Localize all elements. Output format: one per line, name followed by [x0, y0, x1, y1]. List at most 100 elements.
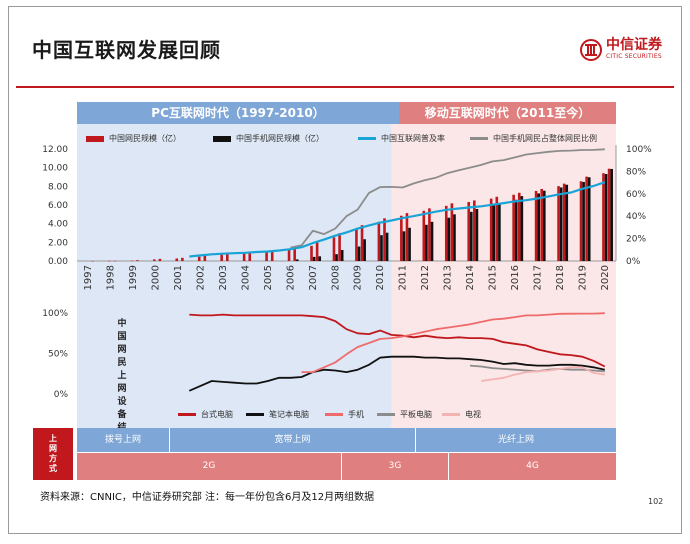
legend-swatch — [325, 413, 343, 416]
x-axis-year-label: 1998 — [106, 265, 117, 290]
bar-netizens — [602, 173, 605, 261]
bar-netizens — [153, 259, 156, 261]
bar-netizens — [428, 208, 431, 261]
bar-mobile-netizens — [565, 184, 569, 261]
x-axis-year-label: 1997 — [83, 265, 94, 290]
device-axis-tick-label: 100% — [42, 309, 68, 319]
bar-netizens — [130, 260, 134, 262]
bar-mobile-netizens — [475, 209, 479, 261]
bar-mobile-netizens — [318, 256, 322, 261]
bar-netizens — [495, 196, 499, 261]
bar-mobile-netizens — [430, 221, 434, 261]
legend-label: 电视 — [465, 410, 481, 419]
bar-netizens — [422, 210, 426, 261]
bar-mobile-netizens — [295, 259, 299, 261]
legend-item-tablet: 平板电脑 — [377, 409, 432, 420]
pc-era-background — [77, 124, 392, 428]
citic-emblem-icon — [580, 38, 602, 61]
bar-netizens — [405, 213, 409, 261]
bar-mobile-netizens — [380, 235, 383, 261]
bar-netizens — [265, 251, 268, 261]
label-line: 上网 — [117, 371, 127, 394]
era-mobile: 移动互联网时代（2011至今） — [399, 102, 616, 124]
line-tv — [481, 366, 605, 382]
bar-mobile-netizens — [498, 203, 501, 261]
bar-mobile-netizens — [335, 254, 338, 261]
page-number: 102 — [648, 497, 664, 506]
band-fiber: 光纤上网 — [416, 428, 616, 452]
bar-mobile-netizens — [543, 190, 546, 261]
bar-netizens — [467, 202, 471, 261]
device-axis-tick-label: 50% — [48, 350, 68, 360]
citic-logo: 中信证券 CITIC SECURITIES — [580, 38, 662, 61]
band-3g: 3G — [342, 453, 449, 480]
legend-swatch — [470, 137, 488, 140]
label-char: 网 — [49, 444, 57, 453]
bar-netizens — [338, 233, 341, 261]
bar-netizens — [512, 194, 515, 261]
x-axis-year-label: 2014 — [465, 265, 476, 290]
bar-netizens — [377, 221, 381, 261]
line-phone — [301, 312, 605, 374]
bar-mobile-netizens — [385, 232, 389, 261]
bar-mobile-netizens — [514, 199, 518, 261]
legend-label: 中国手机网民规模（亿） — [236, 134, 324, 143]
x-axis-year-label: 2001 — [173, 265, 184, 290]
bar-netizens — [383, 218, 386, 261]
legend-item-mobile-share: 中国手机网民占整体网民比例 — [470, 133, 597, 144]
bar-netizens — [287, 249, 291, 261]
right-axis-tick-label: 60% — [626, 190, 646, 200]
bar-mobile-netizens — [357, 246, 361, 261]
era-pc: PC互联网时代（1997-2010） — [77, 102, 399, 124]
x-axis-year-label: 2020 — [600, 265, 611, 290]
x-axis-year-label: 2005 — [263, 265, 274, 290]
bar-netizens — [400, 215, 403, 261]
left-axis-tick-label: 2.00 — [48, 238, 68, 248]
bar-netizens — [270, 250, 274, 261]
bar-netizens — [332, 237, 336, 261]
bar-netizens — [175, 258, 179, 261]
bar-mobile-netizens — [425, 224, 428, 261]
bar-netizens — [517, 192, 521, 261]
legend-swatch — [358, 137, 376, 140]
left-axis-tick-label: 10.00 — [42, 164, 68, 174]
legend-label: 中国互联网普及率 — [381, 134, 445, 143]
x-axis-year-label: 2009 — [353, 265, 364, 290]
bar-netizens — [220, 254, 223, 261]
bar-netizens — [540, 188, 544, 261]
label-line: 设备 — [117, 397, 127, 420]
left-axis-tick-label: 0.00 — [48, 257, 68, 267]
legend-label: 中国网民规模（亿） — [109, 134, 181, 143]
label-char: 式 — [49, 464, 57, 473]
legend-swatch — [246, 413, 264, 416]
band-2g: 2G — [77, 453, 342, 480]
bar-mobile-netizens — [610, 168, 613, 261]
legend-item-desktop: 台式电脑 — [178, 409, 233, 420]
legend-item-netizens: 中国网民规模（亿） — [86, 133, 181, 144]
bar-mobile-netizens — [470, 211, 473, 261]
x-axis-year-label: 2002 — [196, 265, 207, 290]
legend-label: 笔记本电脑 — [269, 410, 309, 419]
bar-mobile-netizens — [492, 205, 496, 261]
left-axis-tick-label: 12.00 — [42, 145, 68, 155]
bar-netizens — [136, 260, 139, 261]
x-axis-year-label: 1999 — [128, 265, 139, 290]
x-axis-year-label: 2017 — [532, 265, 543, 290]
legend-item-laptop: 笔记本电脑 — [246, 409, 309, 420]
bar-netizens — [310, 245, 313, 261]
bar-mobile-netizens — [537, 193, 540, 261]
bar-netizens — [158, 258, 162, 261]
bar-netizens — [489, 198, 493, 261]
legend-label: 台式电脑 — [201, 410, 233, 419]
right-axis-tick-label: 80% — [626, 167, 646, 177]
bar-netizens — [225, 253, 229, 261]
left-axis-tick-label: 6.00 — [48, 201, 68, 211]
label-line: 网民 — [117, 345, 127, 368]
device-axis-tick-label: 0% — [54, 390, 69, 400]
legend-item-penetration: 中国互联网普及率 — [358, 133, 445, 144]
x-axis-year-label: 2008 — [330, 265, 341, 290]
bar-netizens — [360, 225, 364, 261]
bar-netizens — [197, 256, 201, 261]
logo-en: CITIC SECURITIES — [606, 53, 662, 60]
